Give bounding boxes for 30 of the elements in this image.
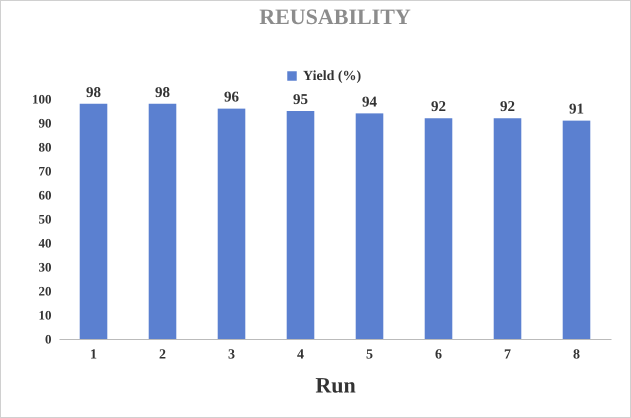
y-tick-label: 40 bbox=[38, 236, 52, 250]
data-label: 92 bbox=[500, 99, 515, 116]
y-tick-label: 100 bbox=[32, 92, 52, 106]
chart-title: REUSABILITY bbox=[259, 4, 411, 29]
y-tick-label: 0 bbox=[45, 332, 52, 346]
x-axis-title: Run bbox=[315, 372, 356, 398]
x-tick-label: 3 bbox=[228, 348, 235, 362]
y-tick-label: 30 bbox=[38, 260, 52, 274]
data-label: 94 bbox=[362, 94, 378, 110]
y-tick-label: 60 bbox=[38, 188, 52, 202]
x-tick-label: 6 bbox=[435, 348, 442, 362]
data-label: 91 bbox=[569, 102, 584, 118]
x-tick-label: 5 bbox=[366, 348, 373, 362]
y-tick-label: 90 bbox=[38, 116, 52, 130]
data-label: 98 bbox=[155, 84, 170, 101]
data-label: 98 bbox=[86, 84, 101, 101]
y-tick-label: 50 bbox=[38, 212, 52, 226]
y-tick-label: 70 bbox=[38, 164, 52, 178]
y-tick-label: 20 bbox=[38, 284, 52, 298]
y-tick-label: 80 bbox=[38, 140, 52, 154]
y-tick-label: 10 bbox=[38, 308, 52, 322]
x-tick-label: 8 bbox=[573, 348, 580, 362]
data-label: 95 bbox=[293, 92, 308, 108]
data-label: 92 bbox=[431, 99, 446, 116]
x-tick-label: 4 bbox=[297, 348, 304, 362]
x-tick-label: 7 bbox=[504, 348, 511, 362]
x-tick-label: 2 bbox=[159, 348, 166, 362]
legend-label: Yield (%) bbox=[303, 69, 362, 84]
data-label: 96 bbox=[224, 90, 240, 106]
x-tick-label: 1 bbox=[90, 348, 97, 362]
